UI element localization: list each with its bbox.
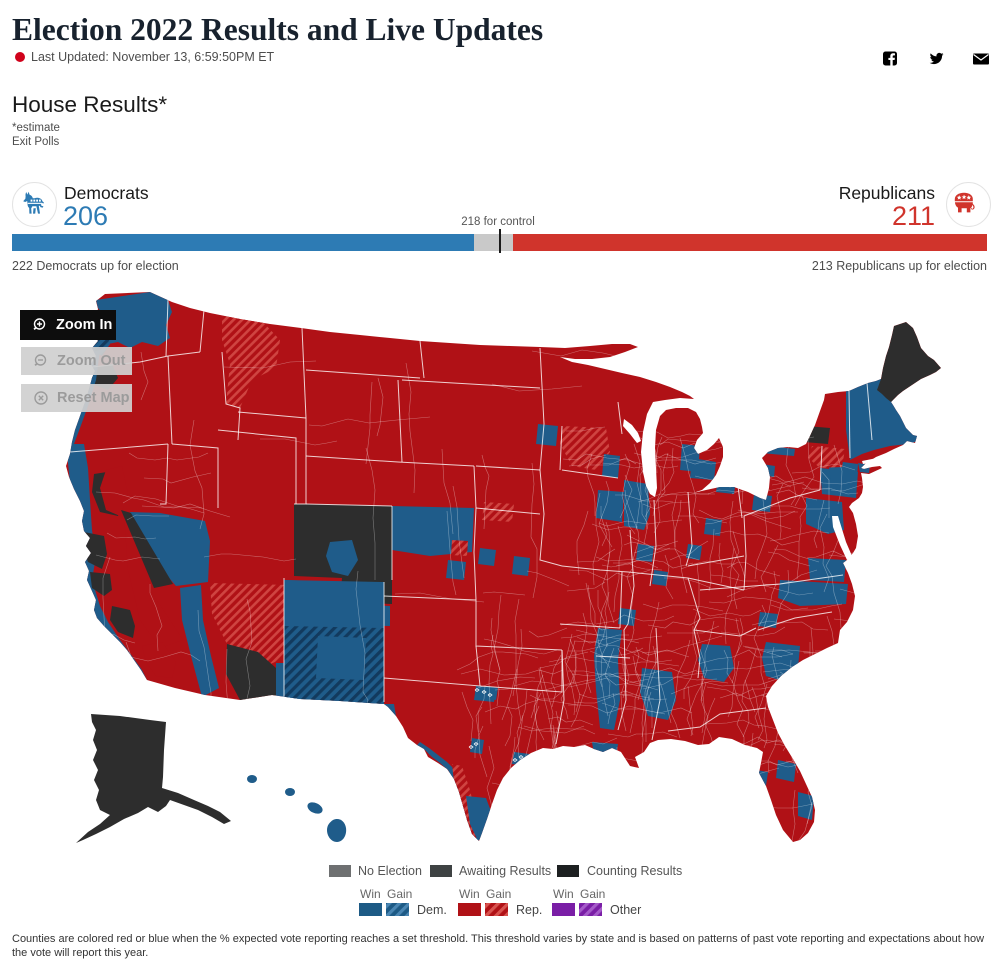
svg-text:Dem.: Dem.	[417, 903, 447, 917]
svg-text:Rep.: Rep.	[516, 903, 542, 917]
svg-text:Win: Win	[360, 887, 381, 901]
svg-text:Other: Other	[610, 903, 641, 917]
svg-text:No Election: No Election	[358, 864, 422, 878]
svg-text:Gain: Gain	[486, 887, 511, 901]
svg-text:Gain: Gain	[387, 887, 412, 901]
svg-text:Win: Win	[553, 887, 574, 901]
svg-text:Awaiting Results: Awaiting Results	[459, 864, 551, 878]
svg-text:Win: Win	[459, 887, 480, 901]
svg-text:Counting Results: Counting Results	[587, 864, 682, 878]
svg-text:Gain: Gain	[580, 887, 605, 901]
